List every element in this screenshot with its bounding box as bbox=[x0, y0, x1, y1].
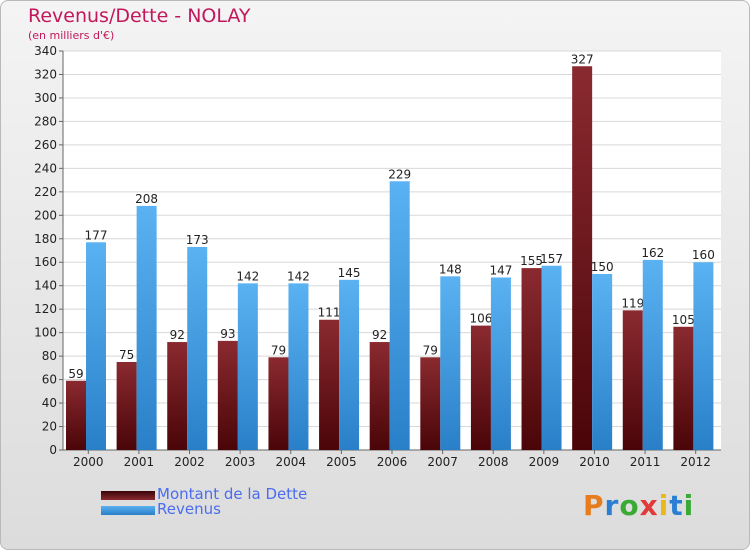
data-label-debt: 155 bbox=[520, 254, 543, 268]
bar-revenue bbox=[642, 259, 663, 450]
y-tick-label: 340 bbox=[34, 44, 57, 58]
bar-revenue bbox=[288, 283, 309, 450]
logo-letter: o bbox=[619, 489, 640, 522]
bar-revenue bbox=[339, 279, 360, 450]
y-tick-label: 180 bbox=[34, 232, 57, 246]
bar-revenue bbox=[86, 242, 106, 450]
bar-revenue bbox=[237, 283, 258, 450]
bar-revenue bbox=[693, 262, 714, 450]
data-label-debt: 105 bbox=[672, 313, 695, 327]
data-label-debt: 327 bbox=[571, 52, 594, 66]
data-label-debt: 92 bbox=[372, 328, 387, 342]
x-tick-label: 2005 bbox=[326, 455, 357, 469]
bar-revenue bbox=[490, 277, 511, 450]
y-tick-label: 240 bbox=[34, 161, 57, 175]
data-label-revenue: 208 bbox=[135, 192, 158, 206]
data-label-revenue: 157 bbox=[540, 252, 563, 266]
data-label-revenue: 160 bbox=[692, 248, 715, 262]
bar-debt bbox=[622, 310, 643, 450]
y-tick-label: 280 bbox=[34, 114, 57, 128]
x-tick-label: 2002 bbox=[174, 455, 205, 469]
legend-label-revenue: Revenus bbox=[157, 500, 221, 518]
logo-letter: t bbox=[669, 489, 684, 522]
data-label-revenue: 148 bbox=[439, 262, 462, 276]
y-tick-label: 140 bbox=[34, 279, 57, 293]
data-label-debt: 106 bbox=[469, 312, 492, 326]
data-label-debt: 92 bbox=[170, 328, 185, 342]
x-tick-label: 2012 bbox=[680, 455, 711, 469]
logo-letter: P bbox=[583, 489, 605, 522]
x-tick-label: 2007 bbox=[427, 455, 458, 469]
y-tick-label: 200 bbox=[34, 208, 57, 222]
x-tick-label: 2004 bbox=[275, 455, 306, 469]
data-label-revenue: 162 bbox=[641, 246, 664, 260]
x-tick-label: 2009 bbox=[529, 455, 560, 469]
legend-swatch-debt bbox=[101, 491, 155, 500]
legend-label-debt: Montant de la Dette bbox=[157, 485, 308, 503]
bar-revenue bbox=[541, 265, 562, 450]
y-tick-label: 0 bbox=[49, 443, 57, 457]
bar-debt bbox=[369, 342, 390, 450]
x-tick-label: 2006 bbox=[377, 455, 408, 469]
bar-debt bbox=[470, 325, 491, 450]
bar-debt bbox=[319, 319, 340, 450]
chart-subtitle: (en milliers d'€) bbox=[28, 29, 115, 42]
bar-debt bbox=[116, 361, 137, 450]
y-tick-label: 260 bbox=[34, 138, 57, 152]
x-tick-label: 2003 bbox=[225, 455, 256, 469]
data-label-debt: 79 bbox=[271, 343, 286, 357]
data-label-debt: 111 bbox=[318, 306, 341, 320]
x-tick-label: 2010 bbox=[579, 455, 610, 469]
y-tick-label: 60 bbox=[42, 373, 57, 387]
data-label-revenue: 145 bbox=[338, 266, 361, 280]
bar-debt bbox=[217, 340, 238, 450]
y-tick-label: 80 bbox=[42, 349, 57, 363]
bar-debt bbox=[673, 326, 694, 450]
data-label-revenue: 177 bbox=[85, 228, 108, 242]
logo-letter: r bbox=[604, 489, 620, 522]
y-tick-label: 160 bbox=[34, 255, 57, 269]
data-label-debt: 59 bbox=[68, 367, 83, 381]
bar-revenue bbox=[136, 205, 157, 450]
legend-swatch-revenue bbox=[101, 506, 155, 515]
data-label-revenue: 147 bbox=[489, 263, 512, 277]
data-label-revenue: 150 bbox=[591, 260, 614, 274]
logo-letter: i bbox=[683, 489, 695, 522]
logo-letter: i bbox=[658, 489, 670, 522]
bar-debt bbox=[420, 357, 441, 450]
bar-revenue bbox=[592, 273, 613, 450]
proxiti-logo: Proxiti bbox=[583, 489, 694, 522]
bar-debt bbox=[66, 380, 86, 450]
data-label-debt: 93 bbox=[220, 327, 235, 341]
data-label-revenue: 142 bbox=[236, 269, 259, 283]
data-label-revenue: 173 bbox=[186, 233, 209, 247]
data-label-revenue: 142 bbox=[287, 269, 310, 283]
bar-debt bbox=[167, 342, 188, 450]
x-tick-label: 2011 bbox=[630, 455, 661, 469]
x-tick-label: 2008 bbox=[478, 455, 509, 469]
bar-debt bbox=[572, 66, 593, 450]
logo-letter: x bbox=[639, 489, 659, 522]
y-tick-label: 100 bbox=[34, 326, 57, 340]
y-tick-label: 300 bbox=[34, 91, 57, 105]
x-tick-label: 2000 bbox=[73, 455, 104, 469]
bar-debt bbox=[268, 357, 289, 450]
x-tick-label: 2001 bbox=[124, 455, 155, 469]
y-tick-label: 220 bbox=[34, 185, 57, 199]
bar-revenue bbox=[187, 246, 208, 450]
bar-revenue bbox=[389, 181, 410, 450]
data-label-debt: 79 bbox=[423, 343, 438, 357]
chart-title: Revenus/Dette - NOLAY bbox=[28, 5, 251, 27]
bar-debt bbox=[521, 268, 542, 450]
y-tick-label: 320 bbox=[34, 67, 57, 81]
data-label-revenue: 229 bbox=[388, 167, 411, 181]
bar-revenue bbox=[440, 276, 461, 450]
y-tick-label: 120 bbox=[34, 302, 57, 316]
data-label-debt: 75 bbox=[119, 348, 134, 362]
y-tick-label: 40 bbox=[42, 396, 57, 410]
data-label-debt: 119 bbox=[621, 296, 644, 310]
y-tick-label: 20 bbox=[42, 420, 57, 434]
